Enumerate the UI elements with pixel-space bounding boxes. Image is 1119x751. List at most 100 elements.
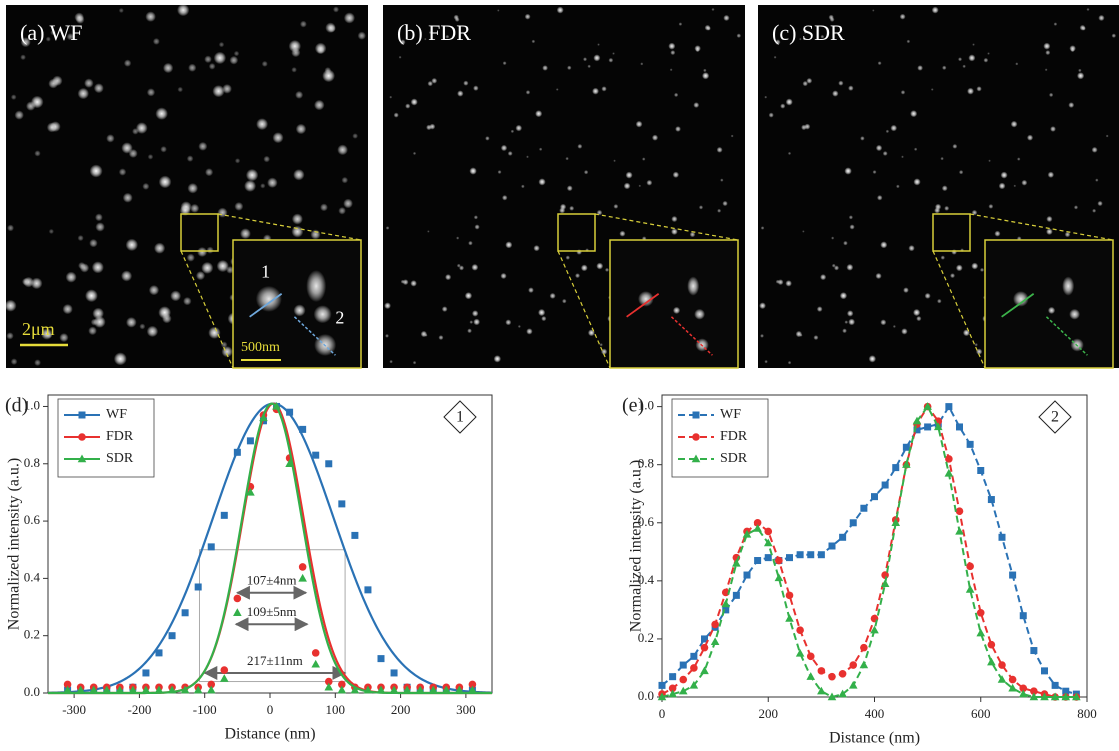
particle [956, 264, 963, 271]
particle [951, 249, 957, 255]
marker [860, 644, 868, 652]
particle [711, 8, 714, 11]
marker [169, 632, 176, 639]
particle [48, 79, 58, 89]
particle [703, 69, 706, 72]
particle [562, 299, 567, 304]
particle [358, 32, 366, 40]
particle [147, 326, 158, 337]
particle [511, 130, 514, 133]
x-tick-label: 600 [971, 706, 991, 721]
particle [300, 21, 307, 28]
marker [860, 505, 867, 512]
particle [1017, 157, 1020, 160]
marker [156, 649, 163, 656]
legend-label: FDR [106, 429, 134, 444]
particle [831, 237, 834, 240]
annotation-text: 217±11nm [247, 653, 303, 668]
particle [124, 59, 131, 66]
particle [916, 316, 921, 321]
particle [145, 11, 156, 22]
particle [539, 148, 542, 151]
particle [1014, 185, 1017, 188]
particle [900, 14, 906, 20]
particle [92, 261, 104, 273]
particle [1049, 93, 1053, 97]
particle [34, 359, 41, 366]
marker [892, 464, 899, 471]
particle [413, 152, 416, 155]
panel-label: (e) [622, 395, 644, 417]
figure: (a) WF12500nm2μm(b) FDR(c) SDR-300-200-1… [0, 0, 1119, 751]
particle [292, 214, 303, 225]
particle [925, 293, 931, 299]
particle [343, 199, 353, 209]
particle [944, 206, 949, 211]
particle [230, 56, 239, 65]
particle [699, 205, 703, 209]
particle [219, 42, 224, 47]
particle [850, 224, 855, 229]
particle [764, 360, 767, 363]
particle [593, 54, 600, 61]
particle [675, 126, 681, 132]
particle [1092, 209, 1096, 213]
particle [222, 84, 232, 94]
particle [910, 110, 917, 117]
particle [976, 86, 981, 91]
particle [903, 287, 909, 293]
marker [733, 592, 740, 599]
particle [401, 280, 405, 284]
particle [497, 9, 499, 11]
marker [806, 672, 815, 680]
particle [788, 152, 791, 155]
particle [155, 107, 167, 119]
particle [90, 165, 103, 178]
particle [802, 230, 804, 232]
inset-background [985, 240, 1113, 368]
legend-marker [78, 433, 86, 441]
particle [289, 40, 301, 52]
marker [679, 676, 687, 684]
particle [842, 328, 847, 333]
particle [411, 98, 418, 105]
particle [626, 172, 633, 179]
particle [217, 208, 227, 218]
particle [583, 57, 587, 61]
marker [299, 563, 307, 571]
particle [426, 125, 432, 131]
particle [190, 204, 199, 213]
particle [880, 319, 886, 325]
particle [901, 328, 907, 334]
y-tick-label: 0.6 [24, 512, 41, 527]
particle [917, 65, 923, 71]
marker [338, 686, 347, 694]
particle [217, 260, 229, 272]
particle [869, 355, 876, 362]
particle [584, 170, 588, 174]
particle [723, 15, 729, 21]
particle [557, 7, 564, 14]
particle [646, 180, 652, 186]
particle [463, 81, 468, 86]
particle [31, 278, 43, 290]
marker [700, 666, 709, 674]
particle [1048, 172, 1054, 178]
particle [291, 226, 303, 238]
marker [786, 592, 794, 600]
particle [844, 320, 848, 324]
particle [613, 160, 616, 163]
particle [207, 247, 214, 254]
particle [1015, 62, 1018, 65]
particle [774, 56, 777, 59]
particle [187, 183, 198, 194]
particle [913, 309, 920, 316]
particle [85, 289, 98, 302]
particle [913, 178, 920, 185]
particle [1098, 15, 1104, 21]
particle [273, 132, 284, 143]
particle [149, 285, 159, 295]
particle [959, 170, 963, 174]
particle [1043, 43, 1050, 50]
